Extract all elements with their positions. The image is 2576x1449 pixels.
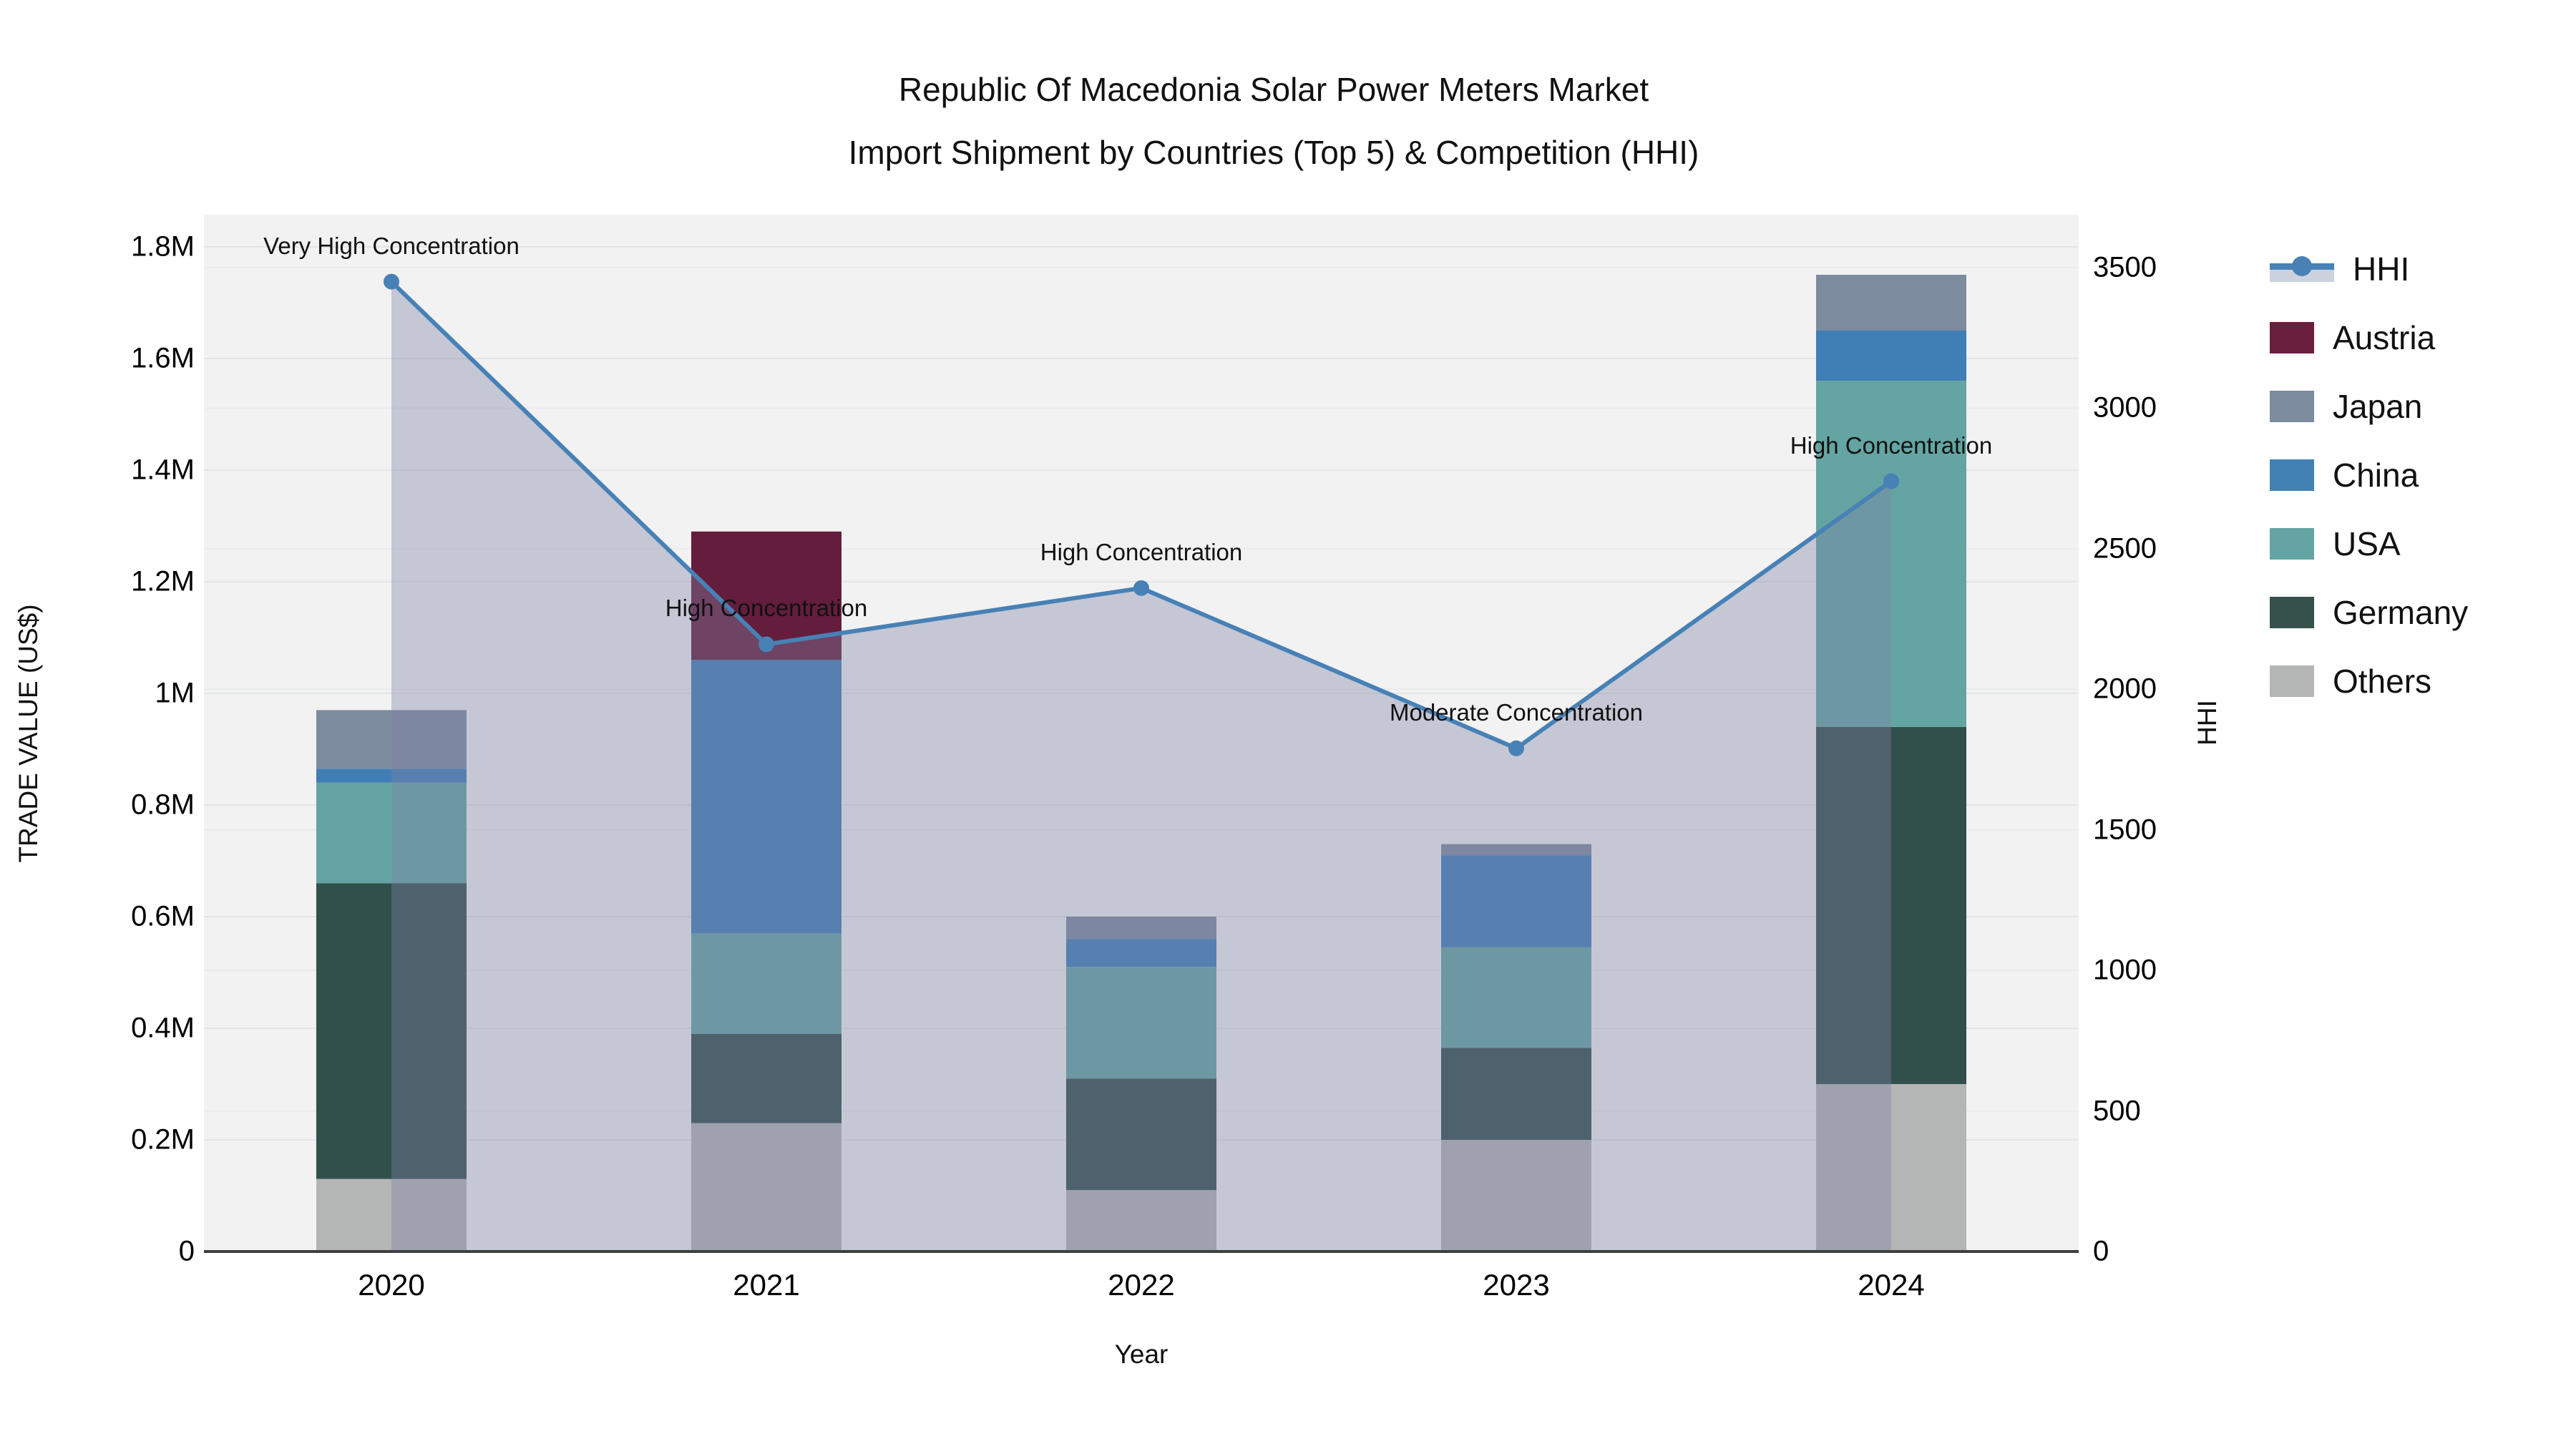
bar-segment-china-2020[interactable] [316, 769, 467, 783]
hhi-point-2024[interactable] [1883, 473, 1899, 489]
bar-segment-china-2021[interactable] [691, 660, 841, 934]
bar-segment-usa-2024[interactable] [1816, 381, 1966, 727]
y-left-tick-1M: 1M [155, 677, 195, 709]
legend-item-china[interactable]: China [2270, 441, 2468, 509]
y-right-tick-2500: 2500 [2093, 532, 2157, 565]
legend-label-usa: USA [2333, 525, 2401, 562]
bar-segment-china-2023[interactable] [1441, 855, 1591, 947]
legend-swatch-china [2270, 459, 2314, 491]
y-left-tick-0.4M: 0.4M [131, 1012, 195, 1044]
chart-title-line1: Republic Of Macedonia Solar Power Meters… [898, 71, 1649, 108]
y-right-tick-1500: 1500 [2093, 814, 2157, 846]
annotation-2021: High Concentration [665, 595, 868, 622]
y-right-tick-500: 500 [2093, 1095, 2141, 1127]
legend-swatch-usa [2270, 528, 2314, 560]
bar-segment-usa-2022[interactable] [1066, 967, 1216, 1079]
y-left-tick-1.4M: 1.4M [131, 454, 195, 486]
bar-segment-japan-2024[interactable] [1816, 275, 1966, 331]
y-left-tick-1.2M: 1.2M [131, 565, 195, 597]
bar-segment-usa-2021[interactable] [691, 933, 841, 1034]
legend-label-japan: Japan [2333, 388, 2423, 425]
legend-item-japan[interactable]: Japan [2270, 372, 2468, 441]
legend-item-others[interactable]: Others [2270, 647, 2468, 716]
legend-swatch-others [2270, 665, 2314, 697]
bar-segment-china-2022[interactable] [1066, 939, 1216, 967]
bar-segment-germany-2021[interactable] [691, 1033, 841, 1123]
y-right-tick-3000: 3000 [2093, 391, 2157, 424]
bar-segment-others-2020[interactable] [316, 1179, 467, 1252]
bar-segment-japan-2023[interactable] [1441, 844, 1591, 856]
x-axis-title: Year [1114, 1340, 1169, 1369]
bar-segment-japan-2020[interactable] [316, 710, 467, 769]
hhi-point-2022[interactable] [1133, 580, 1149, 596]
bar-segment-others-2022[interactable] [1066, 1190, 1216, 1252]
x-tick-2022: 2022 [1108, 1268, 1175, 1302]
hhi-point-2021[interactable] [758, 636, 774, 653]
bar-segment-china-2024[interactable] [1816, 331, 1966, 381]
x-tick-2024: 2024 [1858, 1268, 1925, 1302]
legend-label-germany: Germany [2333, 594, 2469, 631]
legend-item-germany[interactable]: Germany [2270, 578, 2468, 647]
bar-segment-germany-2020[interactable] [316, 883, 467, 1179]
y-left-tick-0.6M: 0.6M [131, 900, 195, 932]
bar-segment-germany-2022[interactable] [1066, 1078, 1216, 1191]
y-left-tick-0: 0 [178, 1235, 195, 1267]
annotation-2020: Very High Concentration [263, 232, 519, 259]
legend-swatch-japan [2270, 391, 2314, 422]
legend-item-austria[interactable]: Austria [2270, 303, 2468, 372]
y-right-tick-0: 0 [2093, 1235, 2109, 1267]
legend-label-hhi: HHI [2353, 250, 2410, 288]
x-tick-2021: 2021 [733, 1268, 800, 1302]
hhi-point-2020[interactable] [384, 273, 399, 290]
legend-item-usa[interactable]: USA [2270, 509, 2468, 578]
legend-label-others: Others [2333, 663, 2432, 700]
x-tick-2020: 2020 [358, 1268, 425, 1302]
legend-item-hhi[interactable]: HHI [2270, 235, 2468, 303]
bar-segment-germany-2024[interactable] [1816, 726, 1966, 1084]
x-tick-2023: 2023 [1483, 1268, 1550, 1302]
annotation-2023: Moderate Concentration [1389, 698, 1644, 726]
y-right-tick-3500: 3500 [2093, 251, 2157, 283]
y-right-tick-1000: 1000 [2093, 954, 2157, 986]
legend-swatch-austria [2270, 322, 2314, 353]
legend-swatch-germany [2270, 597, 2314, 628]
legend-label-china: China [2333, 457, 2419, 494]
legend-label-austria: Austria [2333, 319, 2436, 356]
bar-segment-others-2023[interactable] [1441, 1140, 1591, 1252]
y-left-tick-1.6M: 1.6M [131, 342, 195, 374]
bar-segment-usa-2020[interactable] [316, 782, 467, 884]
hhi-point-2023[interactable] [1508, 740, 1524, 756]
hhi-line-icon [2270, 253, 2334, 285]
annotation-2022: High Concentration [1040, 538, 1243, 565]
y-axis-title-left: TRADE VALUE (US$) [14, 604, 43, 863]
hhi-area-fill [391, 281, 1891, 1252]
annotation-2024: High Concentration [1790, 431, 1993, 459]
bar-segment-germany-2023[interactable] [1441, 1048, 1591, 1140]
y-left-tick-0.8M: 0.8M [131, 789, 195, 821]
bar-segment-others-2024[interactable] [1816, 1084, 1966, 1252]
bar-segment-usa-2023[interactable] [1441, 947, 1591, 1048]
hhi-dot-mark [2292, 256, 2312, 276]
bar-segment-japan-2022[interactable] [1066, 917, 1216, 940]
y-axis-title-right: HHI [2192, 700, 2222, 746]
y-left-tick-1.8M: 1.8M [131, 230, 195, 263]
y-right-tick-2000: 2000 [2093, 673, 2157, 705]
bar-segment-others-2021[interactable] [691, 1123, 841, 1252]
legend: HHI Austria Japan China USA Germany Others [2270, 235, 2468, 716]
y-left-tick-0.2M: 0.2M [131, 1123, 195, 1156]
chart-title-line2: Import Shipment by Countries (Top 5) & C… [848, 134, 1699, 171]
